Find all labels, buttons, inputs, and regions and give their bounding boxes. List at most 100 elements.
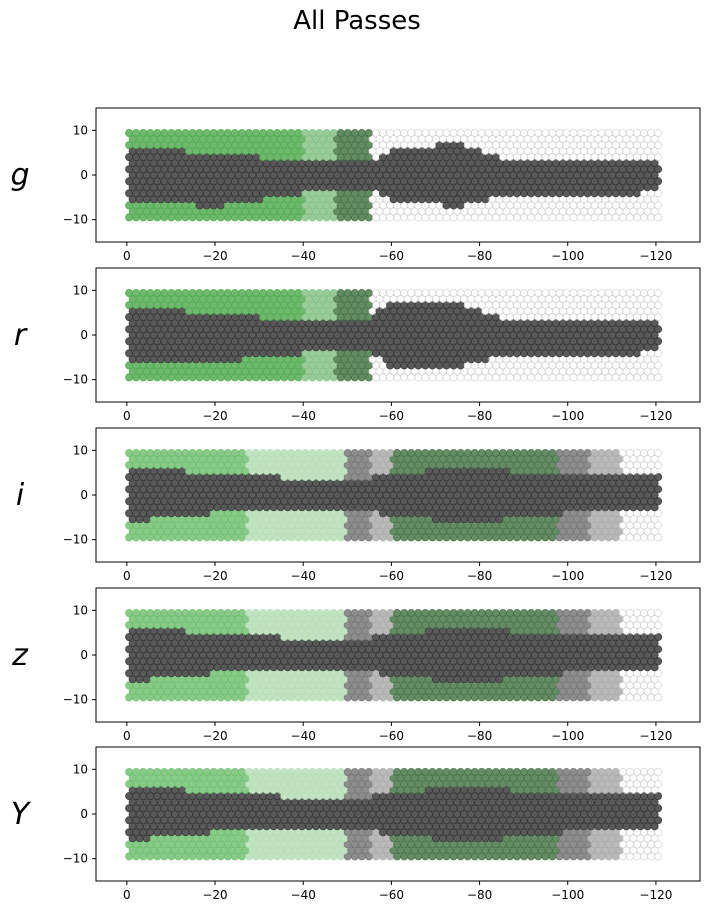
data-point (244, 128, 253, 137)
data-point (548, 609, 557, 618)
data-point (498, 128, 507, 137)
data-point (513, 448, 522, 457)
x-tick-label: −60 (379, 249, 404, 263)
data-point (153, 288, 162, 297)
data-point (428, 448, 437, 457)
data-point (513, 288, 522, 297)
data-point (322, 128, 331, 137)
data-point (393, 448, 402, 457)
data-point (421, 448, 430, 457)
data-point (364, 128, 373, 137)
data-point (583, 448, 592, 457)
hex-points (125, 768, 663, 861)
data-point (357, 128, 366, 137)
data-point (618, 128, 627, 137)
data-point (654, 288, 663, 297)
data-point (604, 448, 613, 457)
data-point (329, 609, 338, 618)
data-point (350, 288, 359, 297)
data-point (449, 609, 458, 618)
data-point (435, 609, 444, 618)
data-point (139, 288, 148, 297)
data-point (393, 609, 402, 618)
data-point (435, 128, 444, 137)
panel-label: i (16, 478, 25, 513)
data-point (259, 448, 268, 457)
x-tick-label: −40 (291, 729, 316, 743)
data-point (562, 448, 571, 457)
x-tick-label: 0 (123, 409, 131, 423)
x-tick-label: 0 (123, 249, 131, 263)
data-point (174, 609, 183, 618)
data-point (160, 128, 169, 137)
data-point (125, 609, 134, 618)
data-point (640, 128, 649, 137)
data-point (505, 609, 514, 618)
data-point (209, 609, 218, 618)
data-point (428, 288, 437, 297)
data-point (244, 448, 253, 457)
data-point (343, 128, 352, 137)
data-point (456, 609, 465, 618)
data-point (357, 288, 366, 297)
data-point (400, 609, 409, 618)
data-point (414, 128, 423, 137)
data-point (477, 448, 486, 457)
data-point (188, 448, 197, 457)
data-point (251, 288, 260, 297)
data-point (230, 609, 239, 618)
data-point (435, 288, 444, 297)
data-point (650, 147, 659, 156)
data-point (618, 448, 627, 457)
data-point (251, 128, 260, 137)
data-point (336, 288, 345, 297)
data-point (237, 448, 246, 457)
data-point (216, 448, 225, 457)
data-point (322, 609, 331, 618)
data-point (153, 609, 162, 618)
data-point (364, 288, 373, 297)
data-point (654, 201, 663, 210)
data-point (569, 609, 578, 618)
data-point (146, 448, 155, 457)
data-point (470, 288, 479, 297)
data-point (562, 609, 571, 618)
data-point (625, 448, 634, 457)
data-point (266, 609, 275, 618)
x-tick-label: −120 (639, 569, 672, 583)
data-point (449, 288, 458, 297)
data-point (520, 288, 529, 297)
data-point (650, 159, 659, 168)
data-point (513, 609, 522, 618)
data-point (167, 128, 176, 137)
data-point (548, 128, 557, 137)
data-point (647, 609, 656, 618)
x-tick-label: −20 (202, 569, 227, 583)
x-tick-label: −20 (202, 409, 227, 423)
data-point (491, 448, 500, 457)
data-point (386, 288, 395, 297)
x-tick-label: −120 (639, 729, 672, 743)
data-point (654, 609, 663, 618)
data-point (463, 609, 472, 618)
data-point (336, 609, 345, 618)
data-point (371, 288, 380, 297)
data-point (505, 128, 514, 137)
data-point (223, 448, 232, 457)
data-point (442, 128, 451, 137)
data-point (294, 128, 303, 137)
y-tick-label: −10 (63, 213, 88, 227)
data-point (477, 128, 486, 137)
data-point (625, 128, 634, 137)
data-point (125, 128, 134, 137)
data-point (188, 128, 197, 137)
y-tick-label: −10 (63, 373, 88, 387)
data-point (534, 609, 543, 618)
data-point (371, 128, 380, 137)
data-point (209, 288, 218, 297)
data-point (125, 288, 134, 297)
data-point (414, 609, 423, 618)
data-point (308, 448, 317, 457)
